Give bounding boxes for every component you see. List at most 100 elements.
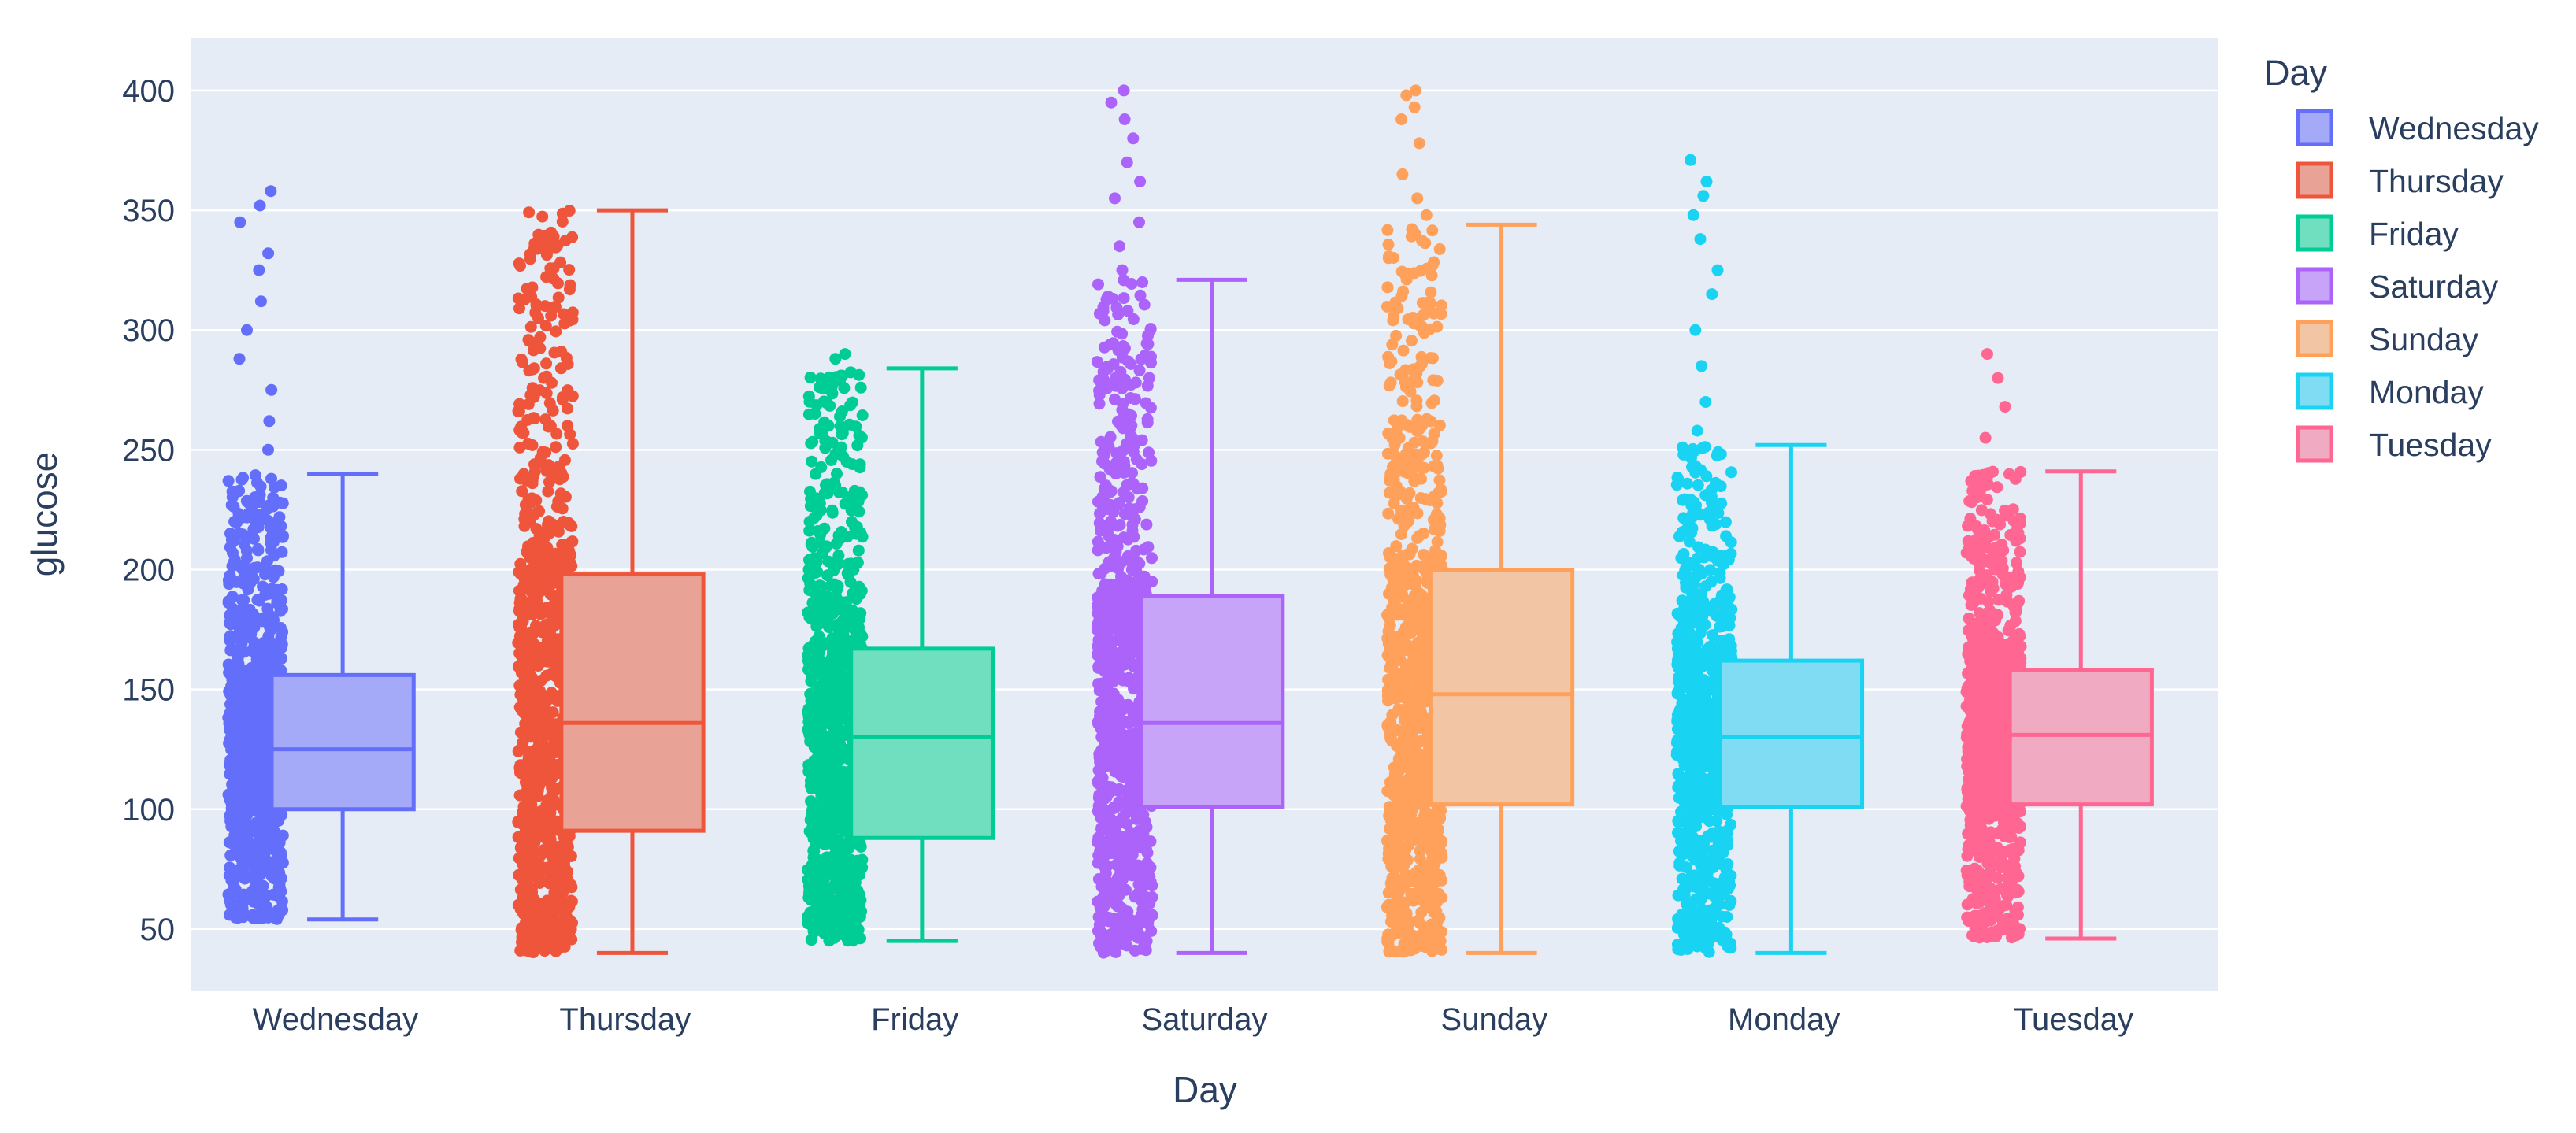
outlier-point — [262, 247, 275, 260]
data-point — [1104, 486, 1116, 498]
data-point — [1396, 753, 1409, 765]
data-point — [224, 541, 236, 554]
data-point — [1133, 365, 1146, 376]
data-point — [529, 728, 542, 740]
data-point — [1116, 767, 1129, 779]
data-point — [245, 565, 258, 577]
data-point — [1093, 517, 1106, 529]
data-point — [512, 292, 524, 305]
data-point — [803, 524, 816, 537]
data-point — [226, 591, 239, 603]
data-point — [826, 387, 839, 400]
data-point — [1126, 588, 1139, 601]
data-point — [1395, 743, 1407, 756]
data-point — [1128, 531, 1140, 543]
data-point — [1395, 705, 1407, 718]
data-point — [550, 441, 562, 454]
data-point — [1103, 826, 1116, 839]
data-point — [252, 542, 265, 555]
x-axis-ticks: Wednesday Thursday Friday Saturday Sunday Mon… — [253, 1002, 2133, 1037]
data-point — [1431, 916, 1444, 929]
data-point — [565, 879, 577, 891]
data-point — [525, 813, 538, 826]
data-point — [557, 886, 569, 898]
data-point — [514, 260, 526, 272]
data-point — [515, 420, 528, 433]
data-point — [1126, 518, 1139, 531]
data-point — [1412, 793, 1425, 805]
data-point — [1132, 879, 1145, 890]
data-point — [523, 206, 536, 219]
data-point — [802, 917, 814, 930]
data-point — [276, 626, 289, 639]
data-point — [544, 942, 557, 954]
data-point — [1140, 935, 1153, 947]
data-point — [273, 496, 286, 509]
data-point — [1410, 755, 1421, 767]
data-point — [258, 512, 270, 524]
data-point — [1117, 444, 1129, 457]
data-point — [276, 531, 289, 543]
data-point — [540, 799, 553, 812]
data-point — [1433, 512, 1446, 524]
data-point — [1414, 472, 1426, 485]
data-point — [1382, 625, 1395, 638]
data-point — [276, 857, 289, 869]
data-point — [1394, 785, 1407, 797]
data-point — [839, 621, 851, 634]
data-point — [563, 283, 576, 296]
data-point — [231, 516, 243, 528]
data-point — [1387, 721, 1399, 734]
data-point — [261, 503, 273, 516]
data-point — [1388, 414, 1400, 427]
data-point — [536, 903, 548, 916]
data-point — [518, 572, 531, 585]
data-point — [815, 461, 828, 473]
data-point — [265, 864, 278, 876]
data-point — [1093, 684, 1106, 697]
data-point — [849, 919, 862, 931]
data-point — [223, 717, 235, 730]
data-point — [1099, 341, 1110, 354]
outlier-point — [1420, 209, 1433, 221]
data-point — [832, 912, 845, 924]
data-point — [1416, 735, 1429, 747]
data-point — [1381, 224, 1394, 236]
data-point — [554, 256, 567, 268]
data-point — [804, 826, 817, 839]
data-point — [809, 408, 821, 420]
data-point — [1414, 449, 1427, 461]
data-point — [526, 842, 539, 854]
data-point — [1125, 278, 1138, 290]
data-point — [1126, 787, 1139, 799]
data-point — [853, 368, 865, 381]
data-point — [232, 614, 243, 627]
x-tick-label: Friday — [871, 1002, 958, 1037]
data-point — [1140, 397, 1152, 409]
data-point — [539, 698, 551, 710]
data-point — [826, 506, 839, 519]
data-point — [1411, 532, 1424, 544]
data-point — [1406, 672, 1418, 685]
data-point — [1136, 838, 1148, 850]
data-point — [276, 546, 288, 558]
data-point — [1388, 252, 1400, 264]
data-point — [1103, 843, 1116, 855]
data-point — [547, 404, 559, 417]
data-point — [550, 325, 562, 338]
data-point — [1395, 265, 1408, 278]
data-point — [1109, 372, 1121, 384]
data-point — [548, 876, 561, 888]
data-point — [545, 226, 558, 239]
data-point — [814, 372, 827, 385]
data-point — [513, 405, 525, 417]
data-point — [225, 820, 238, 833]
data-point — [524, 320, 537, 333]
data-point — [1413, 879, 1425, 892]
data-point — [542, 485, 554, 498]
data-point — [532, 243, 544, 255]
data-point — [1433, 474, 1446, 487]
outlier-point — [1411, 192, 1424, 205]
data-point — [831, 468, 843, 480]
data-point — [1427, 374, 1440, 387]
